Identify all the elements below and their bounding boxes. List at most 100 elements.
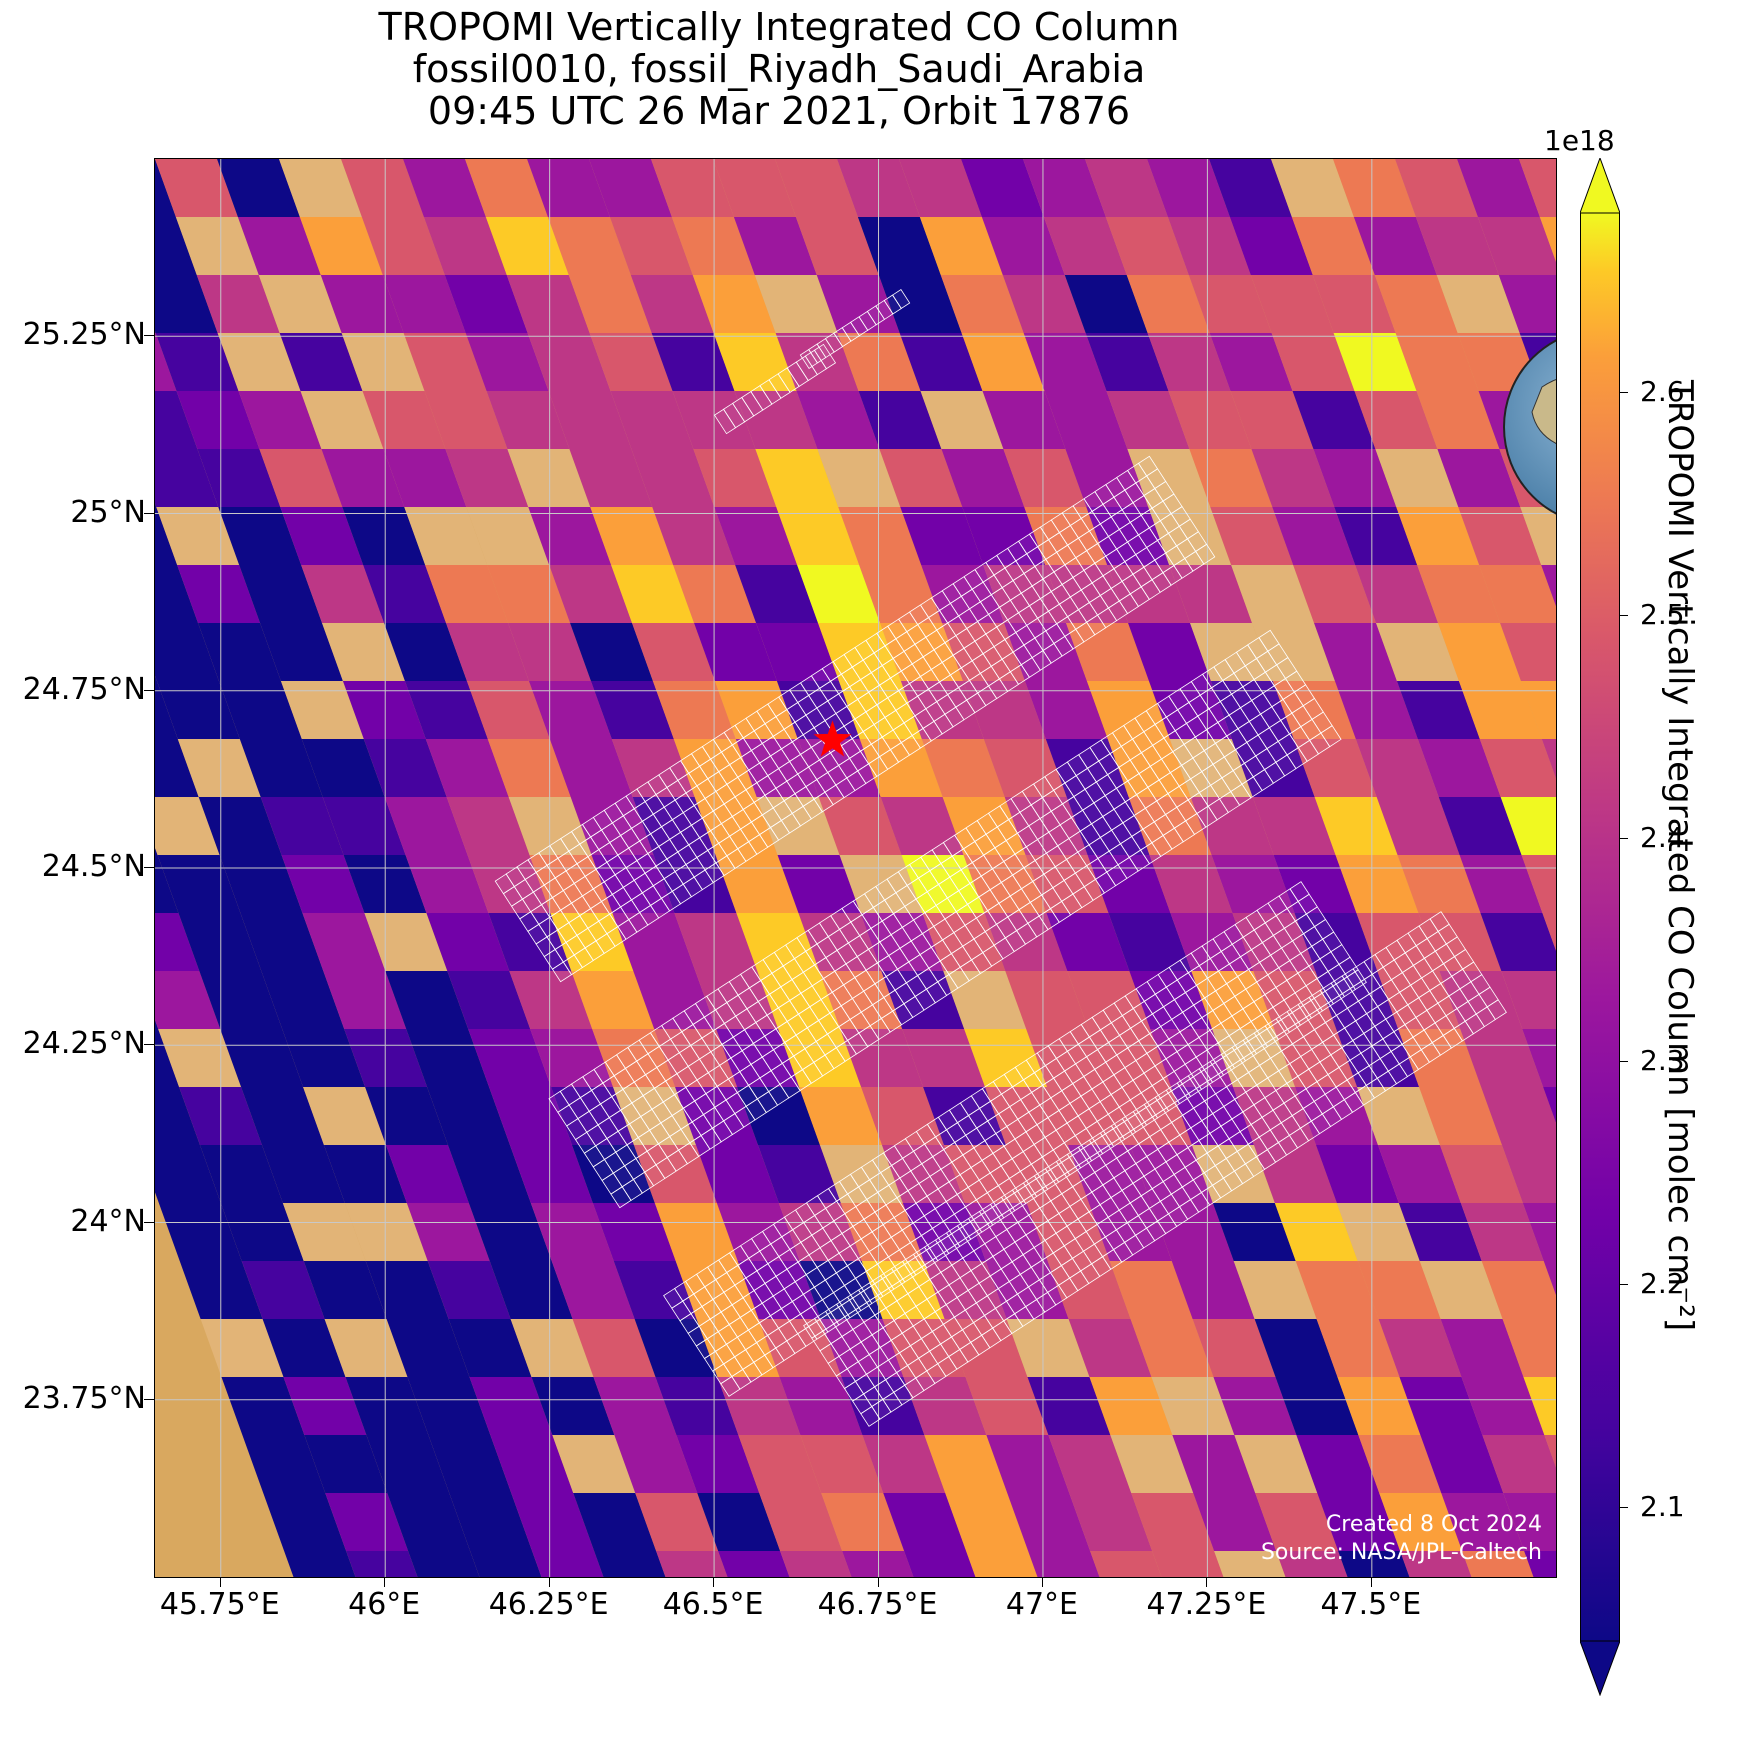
- co-pixel: [568, 275, 652, 333]
- co-pixel: [776, 507, 860, 565]
- co-pixel: [1004, 623, 1087, 681]
- co-pixel: [1209, 333, 1293, 391]
- co-pixel: [155, 449, 219, 507]
- co-pixel: [1210, 681, 1294, 739]
- colorbar-tick-label: 2.2: [1640, 1267, 1685, 1300]
- co-pixel: [963, 855, 1047, 913]
- co-pixel: [1416, 391, 1500, 449]
- co-pixel: [403, 333, 487, 391]
- co-pixel: [1438, 797, 1522, 855]
- credit-text: Created 8 Oct 2024 Source: NASA/JPL-Calt…: [1261, 1511, 1542, 1567]
- co-pixel: [653, 855, 737, 913]
- co-pixel: [241, 1087, 324, 1145]
- co-pixel: [1458, 507, 1542, 565]
- co-pixel: [1252, 797, 1336, 855]
- lon-tick-label: 46.25°E: [488, 1587, 609, 1622]
- co-pixel: [1541, 565, 1556, 607]
- co-pixel: [1503, 1493, 1556, 1551]
- co-pixel: [1502, 1319, 1556, 1377]
- co-pixel: [1272, 507, 1356, 565]
- co-pixel: [717, 1377, 801, 1435]
- title-line-3: 09:45 UTC 26 Mar 2021, Orbit 17876: [427, 89, 1131, 133]
- co-pixel: [1276, 1551, 1348, 1577]
- co-pixel: [799, 1261, 883, 1319]
- co-pixel: [713, 159, 796, 217]
- co-pixel: [1398, 1203, 1482, 1261]
- co-pixel: [713, 333, 797, 391]
- co-pixel: [754, 275, 838, 333]
- lat-tick-label: 23.75°N: [22, 1380, 146, 1416]
- co-pixel: [382, 275, 466, 333]
- co-pixel: [1048, 1435, 1132, 1493]
- co-pixel: [425, 565, 509, 623]
- co-pixel: [900, 507, 984, 565]
- co-pixel: [692, 275, 776, 333]
- co-pixel: [1169, 739, 1253, 797]
- lat-tick-label: 24°N: [70, 1203, 146, 1239]
- co-pixel: [260, 797, 344, 855]
- co-pixel: [1131, 1493, 1215, 1551]
- co-pixel: [1028, 1551, 1100, 1577]
- co-pixel: [1539, 217, 1556, 262]
- co-pixel: [404, 681, 488, 739]
- co-pixel: [613, 1261, 697, 1319]
- co-pixel: [633, 971, 717, 1029]
- co-pixel: [1068, 1319, 1152, 1377]
- co-pixel: [346, 1551, 418, 1577]
- co-pixel: [656, 1551, 728, 1577]
- co-pixel: [589, 159, 672, 217]
- co-pixel: [775, 159, 858, 217]
- co-pixel: [1191, 1145, 1275, 1203]
- co-pixel: [1542, 913, 1556, 951]
- co-pixel: [1128, 623, 1211, 681]
- co-pixel: [1357, 1087, 1440, 1145]
- co-pixel: [1375, 449, 1459, 507]
- co-pixel: [1296, 1435, 1380, 1493]
- co-pixel: [1193, 1493, 1277, 1551]
- co-pixel: [718, 1551, 790, 1577]
- co-pixel: [1419, 1261, 1503, 1319]
- co-pixel: [1150, 1203, 1234, 1261]
- lon-tick-label: 45.75°E: [159, 1587, 280, 1622]
- co-pixel: [530, 1203, 614, 1261]
- co-pixel: [529, 855, 613, 913]
- co-pixel: [217, 159, 300, 217]
- co-pixel: [177, 565, 261, 623]
- co-pixel: [610, 391, 694, 449]
- co-pixel: [1396, 681, 1480, 739]
- co-pixel: [468, 1203, 552, 1261]
- co-pixel: [1316, 1319, 1400, 1377]
- co-pixel: [282, 1029, 366, 1087]
- co-pixel: [1126, 275, 1210, 333]
- co-pixel: [486, 391, 570, 449]
- co-pixel: [1231, 739, 1315, 797]
- co-pixel: [943, 1145, 1027, 1203]
- co-pixel: [1541, 739, 1556, 779]
- co-pixel: [155, 333, 239, 391]
- co-pixel: [241, 1261, 325, 1319]
- co-pixel: [570, 797, 654, 855]
- co-pixel: [155, 681, 178, 739]
- co-pixel: [506, 275, 590, 333]
- co-pixel: [470, 1551, 542, 1577]
- co-pixel: [366, 1435, 450, 1493]
- co-pixel: [609, 217, 693, 275]
- colorbar-tick-label: 2.3: [1640, 1043, 1685, 1077]
- co-pixel: [1087, 855, 1171, 913]
- co-pixel: [242, 1435, 326, 1493]
- co-pixel: [155, 971, 221, 1029]
- co-pixel: [590, 507, 674, 565]
- co-pixel: [1377, 1145, 1461, 1203]
- sounding-footprint-overlays: [494, 289, 1507, 1427]
- co-pixel: [485, 217, 569, 275]
- co-pixel: [219, 855, 303, 913]
- co-pixel: [1520, 507, 1556, 565]
- co-pixel: [919, 217, 1003, 275]
- co-pixel: [1005, 971, 1089, 1029]
- co-pixel: [448, 1319, 532, 1377]
- co-pixel: [1147, 333, 1231, 391]
- co-pixel: [341, 159, 424, 217]
- co-pixel: [1213, 1377, 1297, 1435]
- co-pixel: [757, 971, 841, 1029]
- co-pixel: [1291, 217, 1375, 275]
